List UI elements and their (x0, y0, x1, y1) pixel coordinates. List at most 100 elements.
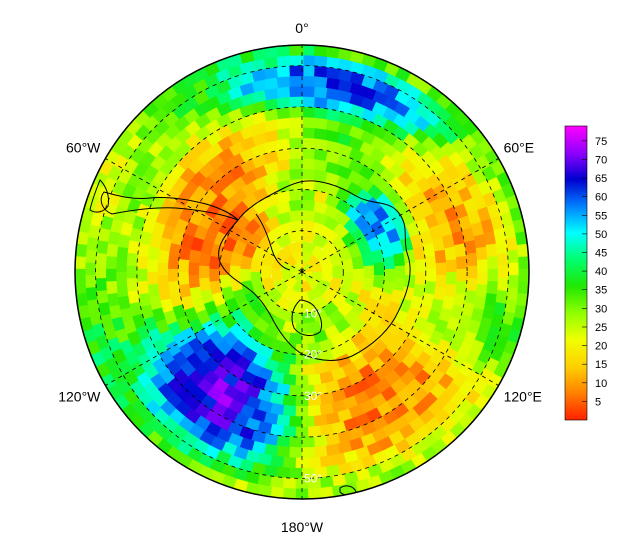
heatmap-cell (167, 254, 180, 269)
heatmap-cell (239, 369, 256, 386)
heatmap-cell (283, 277, 297, 291)
longitude-labels: 0° 60°E 120°E 180°W 120°W 60°W (58, 20, 542, 535)
heatmap-cell (256, 388, 273, 403)
heatmap-cell (307, 277, 321, 291)
heatmap-cell (302, 65, 317, 77)
heatmap-cell (496, 171, 512, 189)
heatmap-cell (302, 220, 316, 233)
heatmap-cell (263, 204, 280, 220)
heatmap-cell (250, 429, 267, 444)
heatmap-cell (115, 270, 127, 285)
heatmap-cell (126, 264, 138, 279)
colorbar: 5 10 15 20 25 30 35 40 45 50 55 60 65 70 75 (564, 125, 607, 421)
heatmap-cell (276, 158, 291, 172)
heatmap-cell (314, 107, 329, 120)
heatmap-cell (369, 286, 384, 302)
heatmap-cell (131, 214, 147, 231)
latitude-labels: 10° 20° 30° 50° (304, 306, 322, 485)
heatmap-cell (215, 112, 233, 128)
heatmap-cell (343, 218, 361, 235)
heatmap-cell (456, 268, 468, 283)
heatmap-cell (505, 237, 519, 253)
heatmap-cell (424, 255, 437, 270)
heatmap-cell (464, 240, 477, 256)
heatmap-cell (314, 45, 329, 57)
heatmap-cell (220, 286, 235, 302)
heatmap-cell (237, 317, 255, 335)
heatmap-cell (371, 248, 385, 264)
heatmap-cell (276, 106, 292, 120)
heatmap-cell (517, 281, 529, 296)
heatmap-cell (312, 435, 328, 448)
heatmap-cell (409, 233, 424, 250)
heatmap-cell (325, 108, 342, 122)
heatmap-cell (337, 100, 354, 115)
heatmap-cell (466, 278, 478, 293)
heatmap-cell (369, 392, 387, 409)
heatmap-cell (228, 152, 246, 169)
heatmap-cell (325, 118, 342, 133)
heatmap-cell (445, 272, 458, 286)
heatmap-cell (302, 178, 316, 191)
heatmap-cell (242, 205, 259, 222)
heatmap-cell (302, 106, 316, 118)
heatmap-cell (329, 333, 347, 349)
heatmap-cell (302, 168, 316, 180)
heatmap-cell (302, 54, 317, 67)
heatmap-cell (498, 323, 513, 340)
heatmap-cell (264, 56, 280, 69)
heatmap-cell (338, 68, 354, 83)
heatmap-cell (215, 89, 233, 105)
heatmap-cell (136, 351, 153, 369)
heatmap-cell (307, 253, 321, 267)
heatmap-cell (435, 262, 447, 277)
heatmap-cell (350, 60, 367, 75)
heatmap-cell (426, 310, 441, 327)
heatmap-cell (337, 246, 353, 262)
heatmap-cell (461, 227, 476, 244)
heatmap-cell (390, 289, 404, 305)
heatmap-cell (301, 364, 315, 376)
heatmap-cell (96, 288, 109, 304)
heatmap-cell (159, 197, 176, 214)
heatmap-cell (188, 317, 204, 335)
heatmap-cell (269, 349, 285, 364)
heatmap-cell (275, 295, 292, 312)
heatmap-cell (289, 75, 304, 87)
heatmap-cell (157, 261, 169, 276)
heatmap-cell (263, 358, 279, 373)
heatmap-cell (301, 384, 315, 397)
colorbar-tick-label: 55 (595, 210, 607, 222)
heatmap-cell (467, 209, 482, 226)
heatmap-cell (302, 189, 316, 201)
heatmap-cell (404, 274, 416, 289)
heatmap-cell (99, 312, 114, 329)
heatmap-cell (473, 295, 487, 312)
heatmap-cell (105, 267, 117, 282)
heatmap-cell (322, 301, 339, 318)
latitude-label: 10° (304, 306, 322, 320)
heatmap-cell (314, 138, 329, 151)
meridian-line (301, 158, 499, 273)
heatmap-cell (318, 486, 334, 499)
heatmap-cell (358, 363, 375, 380)
heatmap-cell (336, 408, 353, 423)
colorbar-ticks: 5 10 15 20 25 30 35 40 45 50 55 60 65 70 75 (582, 136, 607, 408)
heatmap-cell (237, 227, 253, 245)
heatmap-cell (244, 218, 261, 235)
heatmap-cell (208, 311, 224, 328)
heatmap-cell (334, 317, 351, 334)
heatmap-cell (276, 96, 292, 109)
heatmap-cell (513, 305, 527, 321)
heatmap-cell (139, 229, 153, 246)
heatmap-cell (392, 309, 409, 326)
heatmap-cell (200, 239, 214, 255)
heatmap-cell (251, 110, 268, 125)
heatmap-cell (276, 148, 291, 161)
heatmap-cell (275, 200, 291, 215)
heatmap-cell (337, 89, 354, 104)
heatmap-cell (376, 436, 394, 452)
heatmap-cell (289, 85, 304, 97)
heatmap-cell (349, 82, 366, 97)
colorbar-tick-label: 45 (595, 248, 607, 260)
